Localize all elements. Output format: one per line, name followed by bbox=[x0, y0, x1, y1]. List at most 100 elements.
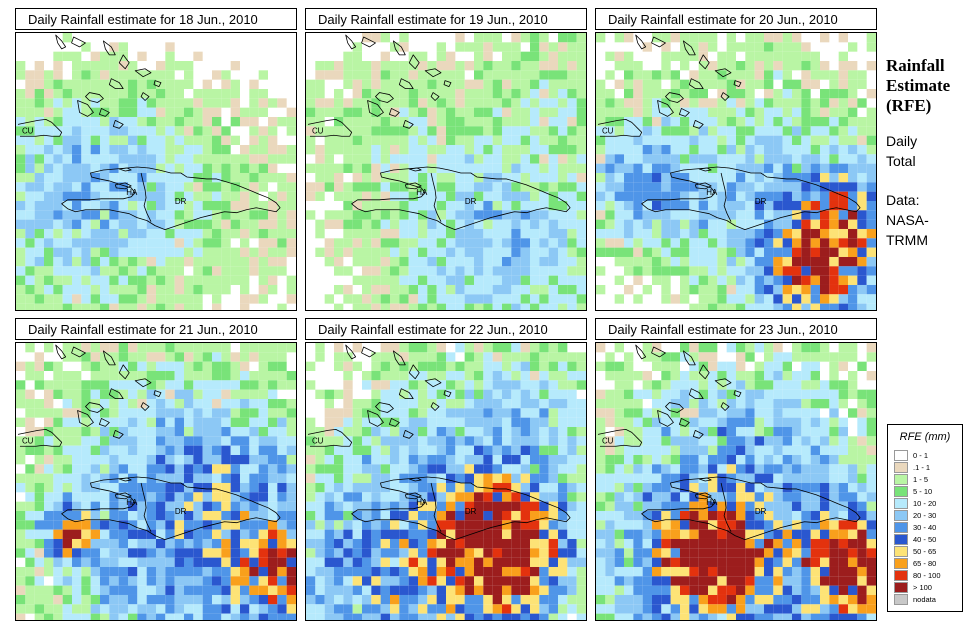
rainfall-cell bbox=[782, 426, 792, 437]
rainfall-cell bbox=[483, 613, 493, 620]
rainfall-cell bbox=[44, 70, 54, 80]
rainfall-cell bbox=[427, 566, 437, 577]
rainfall-cell bbox=[838, 398, 848, 409]
rainfall-cell bbox=[315, 613, 325, 620]
rainfall-cell bbox=[81, 154, 91, 164]
rainfall-cell bbox=[25, 172, 35, 183]
rainfall-cell bbox=[334, 98, 344, 108]
rainfall-cell bbox=[708, 238, 718, 248]
rainfall-cell bbox=[184, 275, 194, 285]
rainfall-cell bbox=[698, 144, 708, 155]
rainfall-cell bbox=[81, 482, 91, 493]
rainfall-cell bbox=[165, 529, 175, 539]
rainfall-cell bbox=[427, 343, 437, 353]
rainfall-cell bbox=[829, 389, 839, 399]
rainfall-cell bbox=[34, 284, 44, 295]
rainfall-cell bbox=[745, 370, 755, 381]
rainfall-cell bbox=[399, 594, 409, 605]
rainfall-cell bbox=[184, 520, 194, 530]
rainfall-cell bbox=[109, 144, 119, 155]
rainfall-cell bbox=[202, 520, 212, 530]
rainfall-cell bbox=[16, 594, 26, 605]
rainfall-cell bbox=[614, 473, 624, 483]
rainfall-cell bbox=[427, 594, 437, 605]
rainfall-cell bbox=[596, 200, 606, 211]
rainfall-cell bbox=[502, 172, 512, 183]
rainfall-cell bbox=[652, 210, 662, 220]
rainfall-cell bbox=[212, 445, 222, 455]
rainfall-cell bbox=[736, 436, 746, 446]
rainfall-cell bbox=[174, 361, 184, 371]
rainfall-cell bbox=[62, 576, 72, 586]
rainfall-cell bbox=[801, 436, 811, 446]
rainfall-cell bbox=[25, 445, 35, 455]
rainfall-cell bbox=[380, 380, 390, 390]
rainfall-cell bbox=[848, 60, 858, 71]
rainfall-cell bbox=[427, 135, 437, 145]
rainfall-cell bbox=[184, 492, 194, 502]
rainfall-cell bbox=[212, 284, 222, 295]
rainfall-cell bbox=[240, 228, 250, 239]
tortue-island bbox=[118, 167, 132, 172]
rainfall-cell bbox=[708, 79, 718, 89]
rainfall-cell bbox=[109, 79, 119, 89]
rainfall-cell bbox=[689, 154, 699, 164]
rainfall-cell bbox=[16, 275, 26, 285]
rainfall-cell bbox=[146, 398, 156, 409]
rainfall-cell bbox=[464, 482, 474, 493]
rainfall-cell bbox=[736, 284, 746, 295]
rainfall-cell bbox=[848, 275, 858, 285]
rainfall-cell bbox=[614, 107, 624, 117]
rainfall-cell bbox=[520, 501, 530, 511]
rainfall-cell bbox=[567, 247, 577, 257]
rainfall-cell bbox=[754, 482, 764, 493]
rainfall-cell bbox=[362, 228, 372, 239]
rainfall-cell bbox=[773, 548, 783, 558]
rainfall-cell bbox=[221, 79, 231, 89]
rainfall-cell bbox=[212, 408, 222, 418]
rainfall-cell bbox=[857, 426, 867, 437]
rainfall-cell bbox=[128, 361, 138, 371]
rainfall-cell bbox=[492, 98, 502, 108]
rainfall-cell bbox=[128, 436, 138, 446]
rainfall-cell bbox=[165, 144, 175, 155]
rainfall-cell bbox=[764, 275, 774, 285]
legend-label: 80 - 100 bbox=[913, 571, 941, 580]
rainfall-cell bbox=[137, 538, 147, 549]
rainfall-cell bbox=[596, 520, 606, 530]
rainfall-cell bbox=[62, 219, 72, 229]
rainfall-cell bbox=[530, 361, 540, 371]
rainfall-cell bbox=[371, 210, 381, 220]
rainfall-cell bbox=[165, 275, 175, 285]
rainfall-cell bbox=[698, 352, 708, 362]
rainfall-cell bbox=[820, 126, 830, 136]
rainfall-cell bbox=[801, 566, 811, 577]
rainfall-cell bbox=[286, 426, 296, 437]
rainfall-cell bbox=[174, 464, 184, 474]
rainfall-cell bbox=[334, 408, 344, 418]
rainfall-cell bbox=[128, 445, 138, 455]
rainfall-cell bbox=[548, 352, 558, 362]
rainfall-cell bbox=[829, 510, 839, 521]
rainfall-cell bbox=[773, 473, 783, 483]
rainfall-cell bbox=[128, 613, 138, 620]
rainfall-cell bbox=[146, 408, 156, 418]
rainfall-cell bbox=[44, 417, 54, 427]
rainfall-cell bbox=[530, 426, 540, 437]
rainfall-cell bbox=[240, 275, 250, 285]
rainfall-cell bbox=[502, 566, 512, 577]
rainfall-cell bbox=[726, 266, 736, 276]
rainfall-cell bbox=[427, 266, 437, 276]
rainfall-cell bbox=[810, 361, 820, 371]
rainfall-cell bbox=[548, 284, 558, 295]
legend-swatch bbox=[894, 486, 908, 497]
legend-label: 1 - 5 bbox=[913, 475, 929, 484]
legend-label: 65 - 80 bbox=[913, 559, 937, 568]
rainfall-cell bbox=[352, 200, 362, 211]
rainfall-cell bbox=[16, 200, 26, 211]
rainfall-cell bbox=[268, 191, 278, 201]
rainfall-cell bbox=[502, 408, 512, 418]
rainfall-cell bbox=[109, 482, 119, 493]
rainfall-cell bbox=[25, 538, 35, 549]
rainfall-cell bbox=[399, 107, 409, 117]
